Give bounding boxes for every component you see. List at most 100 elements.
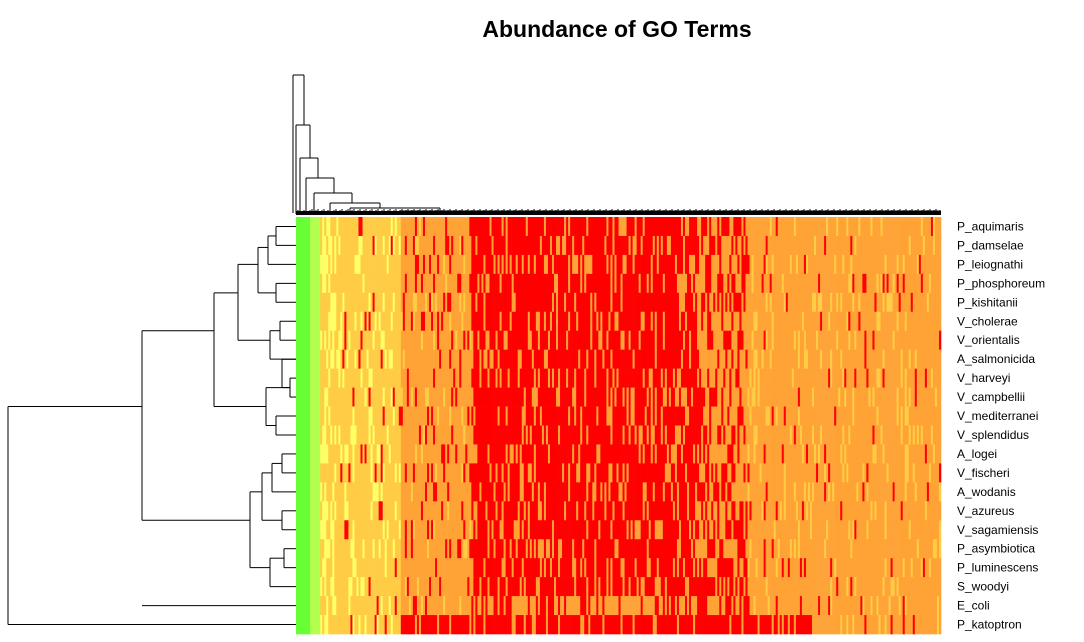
heatmap-cell — [429, 463, 432, 483]
heatmap-cell — [654, 292, 658, 313]
heatmap-cell — [749, 311, 752, 332]
heatmap-cell — [922, 235, 926, 256]
heatmap-cell — [489, 217, 492, 237]
heatmap-cell — [392, 311, 396, 332]
heatmap-cell — [459, 368, 462, 388]
heatmap-cell — [519, 425, 523, 445]
heatmap-cell — [582, 235, 585, 256]
heatmap-cell — [300, 482, 303, 502]
heatmap-cell — [487, 330, 490, 350]
heatmap-cell — [739, 311, 742, 332]
heatmap-cell — [366, 463, 369, 483]
heatmap-cell — [471, 273, 474, 294]
heatmap-cell — [346, 406, 349, 426]
heatmap-cell — [793, 273, 797, 294]
heatmap-cell — [783, 425, 787, 445]
heatmap-cell — [372, 330, 375, 350]
heatmap-cell — [551, 273, 555, 294]
heatmap-cell — [394, 482, 398, 502]
heatmap-cell — [366, 311, 369, 332]
heatmap-cell — [753, 330, 756, 350]
heatmap-cell — [495, 463, 498, 483]
heatmap-cell — [828, 406, 831, 426]
heatmap-cell — [805, 235, 809, 256]
heatmap-cell — [475, 311, 478, 332]
heatmap-cell — [414, 368, 418, 388]
heatmap-cell — [600, 235, 603, 256]
heatmap-cell — [489, 368, 492, 388]
heatmap-cell — [890, 311, 893, 332]
heatmap-cell — [402, 425, 406, 445]
heatmap-cell — [781, 463, 785, 483]
heatmap-cell — [582, 463, 585, 483]
heatmap-cell — [711, 406, 714, 426]
heatmap-cell — [501, 368, 504, 388]
heatmap-cell — [511, 217, 514, 237]
heatmap-cell — [398, 254, 402, 275]
heatmap-cell — [735, 425, 738, 445]
heatmap-cell — [513, 330, 517, 350]
heatmap-cell — [505, 254, 508, 275]
heatmap-cell — [586, 217, 589, 237]
heatmap-cell — [739, 463, 742, 483]
heatmap-cell — [727, 387, 730, 407]
heatmap-cell — [584, 406, 587, 426]
heatmap-cell — [670, 273, 674, 294]
heatmap-cell — [767, 368, 770, 388]
heatmap-cell — [737, 349, 740, 369]
heatmap-cell — [703, 368, 706, 388]
heatmap-cell — [422, 217, 426, 237]
heatmap-cell — [318, 463, 321, 483]
heatmap-cell — [614, 368, 617, 388]
heatmap-cell — [703, 217, 706, 237]
heatmap-cell — [719, 463, 722, 483]
heatmap-cell — [556, 349, 559, 369]
heatmap-cell — [612, 311, 615, 332]
heatmap-cell — [701, 254, 704, 275]
heatmap-cell — [765, 368, 768, 388]
heatmap-cell — [920, 425, 924, 445]
heatmap-cell — [398, 482, 402, 502]
heatmap-cell — [316, 311, 319, 332]
heatmap-cell — [564, 444, 567, 464]
heatmap-cell — [586, 444, 589, 464]
heatmap-cell — [410, 425, 414, 445]
heatmap-cell — [545, 444, 549, 464]
heatmap-cell — [812, 273, 815, 294]
heatmap-cell — [410, 254, 414, 275]
heatmap-cell — [757, 349, 760, 369]
heatmap-cell — [743, 349, 746, 369]
heatmap-cell — [680, 217, 684, 237]
heatmap-cell — [816, 368, 819, 388]
heatmap-cell — [570, 463, 573, 483]
heatmap-cell — [350, 311, 353, 332]
heatmap-cell — [926, 217, 930, 237]
heatmap-cell — [814, 292, 817, 313]
heatmap-cell — [479, 330, 482, 350]
heatmap-cell — [771, 217, 775, 237]
heatmap-cell — [761, 349, 764, 369]
heatmap-cell — [757, 463, 760, 483]
heatmap-cell — [296, 425, 299, 445]
heatmap-cell — [431, 387, 434, 407]
heatmap-cell — [779, 444, 783, 464]
heatmap-cell — [374, 406, 377, 426]
heatmap-cell — [586, 368, 589, 388]
heatmap-cell — [787, 254, 791, 275]
heatmap-cell — [626, 368, 629, 388]
heatmap-cell — [759, 425, 762, 445]
heatmap-cell — [672, 349, 676, 369]
heatmap-cell — [773, 217, 777, 237]
heatmap-cell — [916, 425, 920, 445]
heatmap-cell — [695, 444, 698, 464]
heatmap-cell — [366, 217, 369, 237]
heatmap-cell — [364, 463, 367, 483]
heatmap-cell — [733, 217, 736, 237]
heatmap-cell — [400, 387, 404, 407]
heatmap-cell — [296, 292, 299, 313]
heatmap-cell — [713, 425, 716, 445]
heatmap-cell — [364, 482, 367, 502]
heatmap-cell — [616, 254, 619, 275]
heatmap-cell — [590, 463, 593, 483]
heatmap-cell — [330, 273, 333, 294]
